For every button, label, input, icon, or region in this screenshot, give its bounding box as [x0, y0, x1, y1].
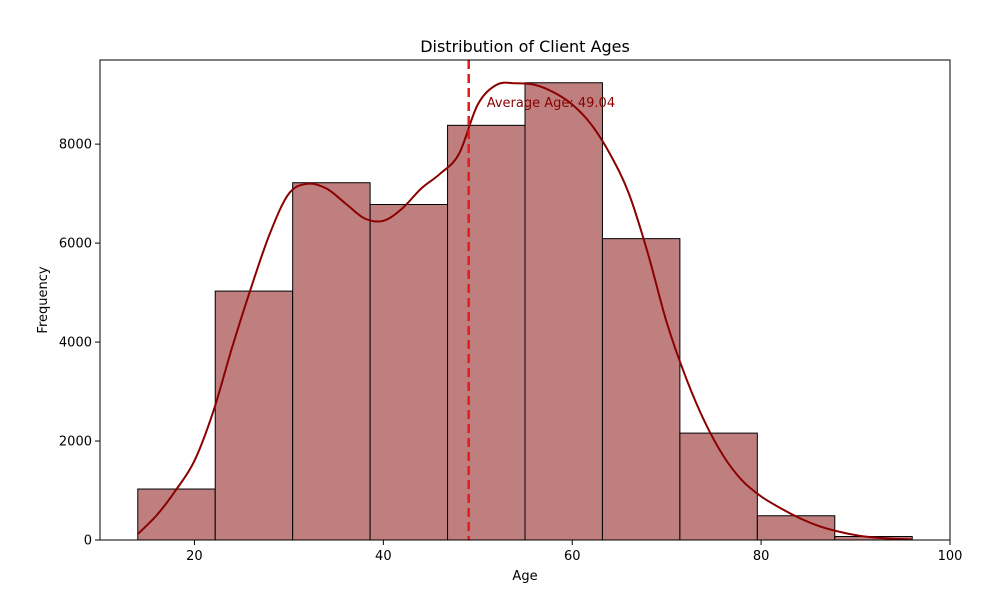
x-tick-label: 100 [938, 549, 963, 564]
y-axis-label: Frequency [36, 266, 51, 333]
x-tick-label: 80 [753, 549, 770, 564]
y-axis: 0 2000 4000 6000 8000 [59, 138, 100, 549]
chart-title: Distribution of Client Ages [420, 37, 630, 56]
y-tick-label: 2000 [59, 435, 92, 450]
histogram-bar [369, 203, 449, 541]
y-tick-label: 4000 [59, 336, 92, 351]
histogram-bar [137, 488, 216, 541]
mean-annotation: Average Age: 49.04 [487, 96, 615, 111]
histogram-bar [214, 290, 294, 541]
x-tick-label: 60 [564, 549, 581, 564]
y-tick-label: 0 [84, 534, 92, 549]
histogram-bar [292, 182, 371, 541]
y-tick-label: 6000 [59, 237, 92, 252]
histogram-bar [524, 82, 603, 541]
kde-group [137, 81, 913, 541]
mean-line-group: Average Age: 49.04 [467, 60, 615, 540]
kde-curve [137, 81, 913, 541]
y-tick-label: 8000 [59, 138, 92, 153]
bars-group [137, 82, 913, 541]
histogram-bar [679, 432, 758, 541]
x-axis: 20 40 60 80 100 [186, 540, 962, 564]
histogram-bar [447, 124, 526, 541]
x-tick-label: 40 [375, 549, 392, 564]
x-axis-label: Age [512, 569, 537, 584]
histogram-bar [601, 238, 681, 541]
plot-frame [99, 59, 951, 541]
x-tick-label: 20 [186, 549, 203, 564]
